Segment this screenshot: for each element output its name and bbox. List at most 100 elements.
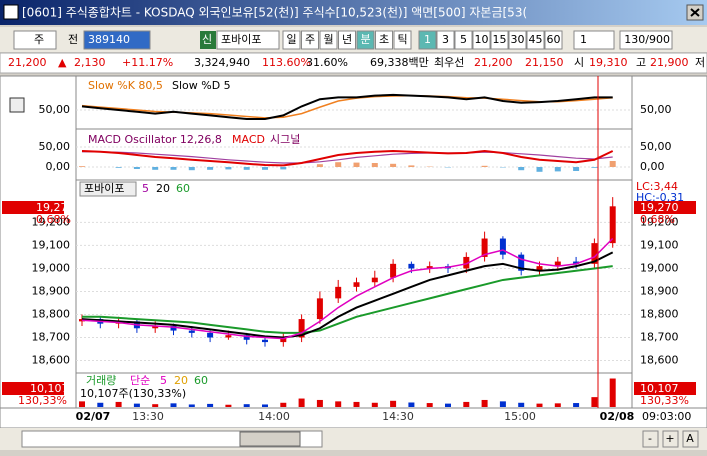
volume-bar (445, 404, 451, 407)
volume-bar (500, 401, 506, 407)
scroll-thumb[interactable] (240, 432, 300, 446)
y-tick-label: 50,00 (39, 140, 71, 153)
osc-bar (116, 167, 122, 168)
volume-bar (591, 397, 597, 407)
osc-bar (207, 167, 213, 170)
range: 130/900 (624, 33, 670, 46)
quote-high: 21,900 (650, 56, 689, 69)
label: Slow %K 80,5 (88, 79, 163, 92)
y-tick-label: 0,00 (46, 160, 71, 173)
candle-body (335, 287, 341, 299)
y-tick-label: 18,600 (32, 353, 71, 366)
volume-bar (207, 404, 213, 407)
y-tick-label: 18,900 (640, 284, 679, 297)
button-label: 년 (342, 33, 352, 46)
y-tick-label: 0,00 (640, 160, 665, 173)
button-label: 1 (424, 33, 431, 46)
volume-bar (280, 403, 286, 407)
button-label: 15 (493, 33, 507, 46)
candle-body (207, 333, 213, 338)
osc-bar (152, 167, 158, 170)
volume-bar (262, 404, 268, 407)
plot-area (76, 76, 632, 408)
button-label: 5 (460, 33, 467, 46)
x-tick-label: 14:30 (382, 410, 414, 423)
quote-volume: 3,324,940 (194, 56, 250, 69)
y-tick-label: 18,800 (32, 307, 71, 320)
panel-icon[interactable] (10, 98, 24, 112)
label: 389140 (88, 33, 130, 46)
x-tick-label: 14:00 (258, 410, 290, 423)
volume-bar (335, 401, 341, 407)
label: 포바이포 (84, 182, 124, 195)
osc-bar (482, 166, 488, 167)
y-tick-label: 18,900 (32, 284, 71, 297)
quote-ask: 21,200 (474, 56, 513, 69)
volume-bar (116, 402, 122, 407)
osc-bar (171, 167, 177, 170)
button-label: 월 (323, 33, 333, 46)
candle-body (317, 298, 323, 319)
quote-best-label: 최우선 (434, 56, 464, 69)
button-label: 3 (442, 33, 449, 46)
osc-bar (354, 163, 360, 167)
quote-turnover: 31.60% (306, 56, 348, 69)
candle-body (372, 278, 378, 283)
volume-bar (427, 403, 433, 407)
button-label: 분 (360, 33, 370, 46)
osc-bar (280, 167, 286, 169)
button-label: 30 (511, 33, 525, 46)
button-label: 일 (286, 32, 296, 46)
ma-label: 60 (194, 374, 208, 387)
label: 단순 (130, 374, 150, 387)
label: 거래량 (86, 374, 116, 387)
y-tick-label: 50,00 (640, 140, 672, 153)
label: 1 (580, 33, 587, 46)
button-label: 60 (547, 33, 561, 46)
candle-body (354, 282, 360, 287)
last-rate: 0,68% (36, 213, 71, 226)
volume-bar (537, 404, 543, 407)
osc-bar (317, 164, 323, 167)
cursor-time: 09:03:00 (642, 410, 691, 423)
label: 10,107주(130,33%) (80, 387, 186, 400)
candle-body (262, 340, 268, 342)
candle-body (500, 239, 506, 255)
osc-bar (408, 165, 414, 167)
last-rate: 0,68% (640, 213, 675, 226)
button-label: 10 (475, 33, 489, 46)
label: MACD (232, 133, 265, 146)
osc-bar (555, 167, 561, 171)
volume-bar (171, 403, 177, 407)
volume-bar (555, 403, 561, 407)
quote-rate: +11.17% (122, 56, 173, 69)
button-label: 45 (529, 33, 543, 46)
osc-bar (372, 163, 378, 167)
x-tick-label: 15:00 (504, 410, 536, 423)
label: 시그널 (270, 133, 300, 146)
candle-body (610, 206, 616, 243)
x-tick-label: 02/07 (76, 410, 111, 423)
quote-bid: 21,150 (525, 56, 564, 69)
osc-bar (390, 164, 396, 167)
y-tick-label: 18,700 (32, 330, 71, 343)
button-label: 초 (379, 33, 389, 46)
label: 신 (202, 33, 212, 46)
osc-bar (189, 167, 195, 170)
volume-rate: 130,33% (18, 394, 67, 407)
candle-body (225, 335, 231, 337)
volume-bar (244, 404, 250, 407)
y-tick-label: 18,800 (640, 307, 679, 320)
hc-label: HC:-0,31 (636, 191, 684, 204)
osc-bar (262, 167, 268, 170)
ma-label: 20 (174, 374, 188, 387)
quote-price: 21,200 (8, 56, 47, 69)
candle-body (189, 331, 195, 333)
label: 주 (34, 33, 44, 46)
volume-bar (299, 399, 305, 407)
osc-bar (79, 166, 85, 167)
quote-low-label: 저 (695, 56, 705, 69)
ma-label: 20 (156, 182, 170, 195)
y-tick-label: 18,700 (640, 330, 679, 343)
